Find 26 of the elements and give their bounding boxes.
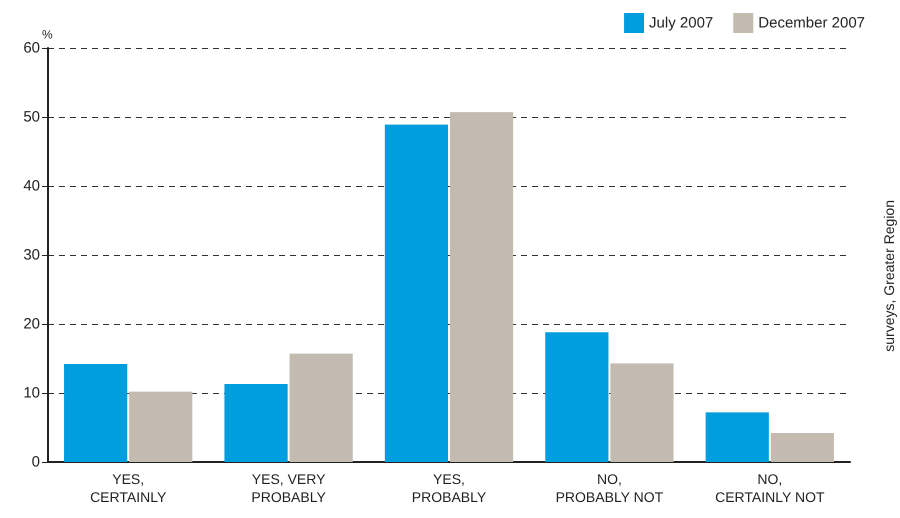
bar <box>706 412 769 462</box>
y-tick-label: 60 <box>23 40 40 56</box>
y-axis-title: % <box>42 28 53 42</box>
bar <box>224 384 288 462</box>
x-tick-label: NO, CERTAINLY NOT <box>715 471 825 505</box>
y-tick-label: 30 <box>23 246 40 264</box>
bar <box>290 354 353 462</box>
bar <box>770 433 834 462</box>
bar <box>610 363 674 462</box>
y-tick-label: 20 <box>23 316 40 332</box>
x-tick-label: YES, CERTAINLY <box>90 471 167 505</box>
y-tick-label: 10 <box>23 384 40 402</box>
legend-label: July 2007 <box>649 14 714 32</box>
y-tick-label: 0 <box>32 454 40 470</box>
x-tick-label: YES, VERY PROBABLY <box>251 471 326 505</box>
x-tick-label: NO, PROBABLY NOT <box>556 471 664 505</box>
bar <box>450 112 514 462</box>
bar <box>64 364 128 462</box>
bar <box>384 124 448 462</box>
text: surveys, Greater Region <box>881 200 897 352</box>
x-tick-label: YES, PROBABLY <box>412 471 487 505</box>
y-tick-label: 50 <box>23 108 40 126</box>
bar <box>545 332 608 462</box>
y-tick-label: 40 <box>23 178 40 194</box>
bar <box>129 392 192 462</box>
legend-label: December 2007 <box>758 14 866 32</box>
